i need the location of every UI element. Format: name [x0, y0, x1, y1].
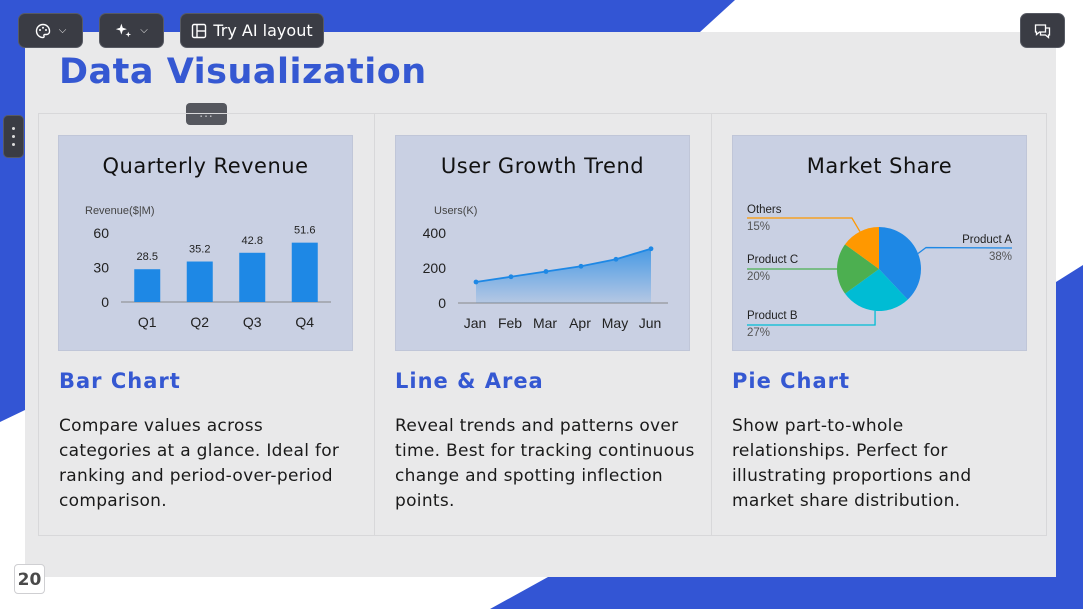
- ai-magic-button[interactable]: ⌵: [99, 13, 164, 48]
- card-heading-pie[interactable]: Pie Chart: [732, 369, 851, 393]
- theme-button[interactable]: ⌵: [18, 13, 83, 48]
- x-tick-label: Jun: [639, 315, 662, 331]
- data-point-feb: [508, 274, 514, 280]
- bar-value-label: 42.8: [242, 235, 263, 247]
- y-tick-label: 400: [423, 225, 447, 241]
- card-heading-bar[interactable]: Bar Chart: [59, 369, 181, 393]
- y-tick-label: 200: [423, 260, 447, 276]
- pie-chart-panel[interactable]: Product A 38% Product B 27% Product C 20% Othe…: [732, 135, 1027, 351]
- bar-value-label: 28.5: [137, 251, 158, 263]
- data-point-apr: [578, 263, 584, 269]
- area-fill: [476, 248, 651, 303]
- bar-chart-panel[interactable]: Revenue($|M) 60 30 0 28.5 Q1 35.2 Q2 42.8 Q3 51.6 Q…: [58, 135, 353, 351]
- bar-chart-title: Quarterly Revenue: [102, 154, 309, 178]
- x-tick-label: Apr: [569, 315, 591, 331]
- comments-button[interactable]: [1020, 13, 1065, 48]
- card-description-line[interactable]: Reveal trends and patterns over time. Be…: [395, 416, 695, 511]
- x-tick-label: Mar: [533, 315, 557, 331]
- x-tick-label: Q3: [243, 314, 262, 330]
- divider: [711, 113, 712, 536]
- layout-icon: [192, 23, 207, 38]
- leader-line: [747, 310, 876, 326]
- pie-slice-product-b: [845, 269, 908, 311]
- pie-chart: Product A 38% Product B 27% Product C 20% Othe…: [747, 204, 1013, 339]
- pie-chart-title: Market Share: [806, 154, 953, 178]
- comment-icon: [1034, 23, 1051, 39]
- x-tick-label: Jan: [464, 315, 487, 331]
- x-tick-label: Q2: [190, 314, 209, 330]
- try-ai-layout-label: Try AI layout: [213, 21, 313, 40]
- leader-line: [917, 246, 1013, 255]
- chevron-down-icon: ⌵: [58, 25, 67, 36]
- try-ai-layout-button[interactable]: Try AI layout: [180, 13, 324, 48]
- slice-label: Product A: [962, 234, 1012, 246]
- bar-chart: Revenue($|M) 60 30 0 28.5 Q1 35.2 Q2 42.8 Q3 51.6 Q…: [85, 205, 331, 330]
- x-tick-label: May: [602, 315, 628, 331]
- x-tick-label: Feb: [498, 315, 522, 331]
- palette-icon: [35, 23, 50, 38]
- card-heading-line[interactable]: Line & Area: [395, 369, 544, 393]
- bar-q3: [239, 252, 266, 302]
- pie-slice-others: [845, 227, 879, 269]
- y-axis-label: Users(K): [434, 205, 477, 217]
- y-axis-label: Revenue($|M): [85, 205, 155, 217]
- pie-slice-product-c: [837, 244, 879, 294]
- more-options-handle[interactable]: ...: [186, 103, 227, 125]
- slice-percent-label: 20%: [747, 271, 770, 283]
- area-chart: Users(K) 400 200 0 Jan Feb Mar Apr May Jun: [423, 205, 668, 331]
- slice-label: Others: [747, 204, 782, 216]
- leader-line: [747, 217, 861, 232]
- card-grid: [38, 113, 1047, 536]
- bar-q2: [186, 261, 213, 302]
- area-chart-panel[interactable]: Users(K) 400 200 0 Jan Feb Mar Apr May Jun: [395, 135, 690, 351]
- bar-value-label: 35.2: [189, 244, 210, 256]
- y-tick-label: 60: [93, 225, 109, 241]
- data-point-jun: [648, 246, 654, 252]
- slice-percent-label: 15%: [747, 221, 770, 233]
- divider: [374, 113, 375, 536]
- bar-q1: [134, 269, 161, 302]
- drag-handle[interactable]: [3, 115, 24, 158]
- data-point-jan: [473, 279, 479, 285]
- x-tick-label: Q4: [295, 314, 314, 330]
- chevron-down-icon: ⌵: [140, 25, 148, 36]
- sparkle-icon: [116, 23, 132, 38]
- y-tick-label: 30: [93, 260, 109, 276]
- slice-percent-label: 27%: [747, 327, 770, 339]
- slice-label: Product C: [747, 254, 798, 266]
- page-number-badge: 20: [14, 564, 45, 594]
- series-line: [475, 247, 652, 283]
- bar-q4: [291, 242, 318, 302]
- x-tick-label: Q1: [138, 314, 157, 330]
- pie-slice-product-a: [879, 227, 921, 300]
- y-tick-label: 0: [438, 295, 446, 311]
- card-description-bar[interactable]: Compare values across categories at a gl…: [59, 416, 340, 511]
- card-description-pie[interactable]: Show part-to-whole relationships. Perfec…: [732, 416, 972, 511]
- data-point-mar: [543, 269, 549, 274]
- data-point-may: [613, 256, 619, 262]
- page-title[interactable]: Data Visualization: [59, 52, 427, 92]
- bar-value-label: 51.6: [294, 225, 315, 237]
- slice-percent-label: 38%: [989, 251, 1012, 263]
- slice-label: Product B: [747, 310, 798, 322]
- area-chart-title: User Growth Trend: [440, 154, 645, 178]
- y-tick-label: 0: [101, 294, 109, 310]
